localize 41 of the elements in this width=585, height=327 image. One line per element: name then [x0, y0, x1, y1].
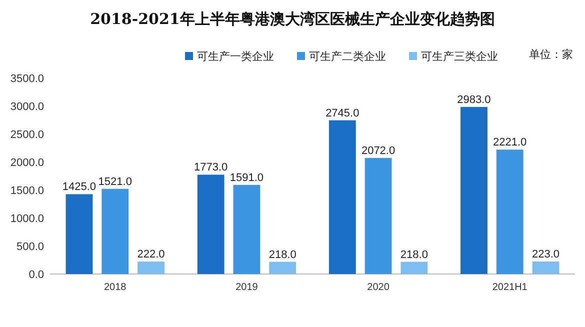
- legend-label: 可生产三类企业: [421, 50, 498, 63]
- bar: [364, 158, 392, 274]
- bar: [66, 194, 93, 274]
- data-label: 218.0: [400, 248, 428, 261]
- y-tick-label: 0.0: [28, 268, 44, 281]
- bar: [328, 120, 356, 274]
- data-label: 1521.0: [98, 176, 132, 188]
- data-label: 1591.0: [230, 172, 264, 184]
- x-tick-label: 2020: [367, 282, 390, 293]
- y-tick-label: 1000.0: [10, 212, 44, 225]
- text: 单位：家: [529, 48, 573, 61]
- y-tick-label: 3000.0: [10, 100, 44, 113]
- bar: [460, 106, 488, 274]
- legend-label: 可生产一类企业: [197, 50, 274, 63]
- bar: [400, 262, 428, 274]
- bar: [233, 184, 260, 274]
- data-label: 1425.0: [62, 181, 96, 194]
- legend-label: 可生产二类企业: [309, 50, 386, 63]
- data-label: 218.0: [268, 248, 296, 261]
- data-label: 2983.0: [457, 94, 491, 106]
- data-label: 1773.0: [194, 162, 228, 174]
- bar: [138, 262, 164, 274]
- bar: [197, 174, 224, 274]
- bar: [269, 262, 296, 274]
- data-label: 2072.0: [361, 144, 396, 157]
- x-tick-label: 2021H1: [492, 282, 528, 293]
- chart-title: 2018-2021年上半年粤港澳大湾区医械生产企业变化趋势图: [90, 10, 495, 28]
- y-tick-label: 500.0: [16, 240, 44, 253]
- x-tick-label: 2019: [236, 282, 258, 293]
- x-tick-label: 2018: [104, 282, 127, 293]
- data-label: 223.0: [532, 248, 560, 261]
- y-tick-label: 1500.0: [10, 184, 44, 197]
- y-tick-label: 3500.0: [10, 72, 44, 85]
- bar: [532, 262, 560, 274]
- bar: [102, 188, 129, 274]
- data-label: 2745.0: [326, 107, 360, 120]
- y-tick-label: 2000.0: [10, 156, 44, 169]
- data-label: 222.0: [137, 248, 165, 261]
- data-label: 2221.0: [493, 136, 527, 149]
- y-tick-label: 2500.0: [10, 128, 44, 141]
- bar: [496, 150, 524, 274]
